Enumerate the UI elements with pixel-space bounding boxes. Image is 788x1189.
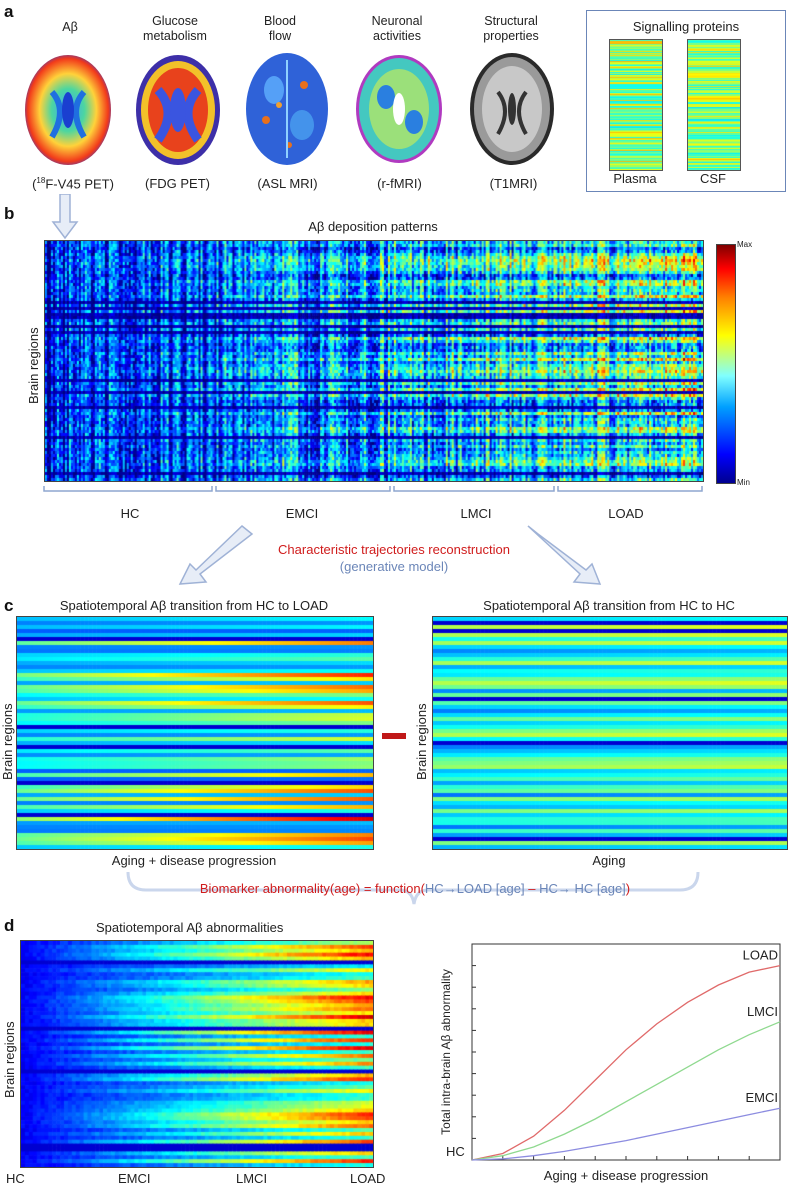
panel-d-heat-title: Spatiotemporal Aβ abnormalities — [96, 920, 284, 935]
panel-b-title: Aβ deposition patterns — [308, 219, 438, 234]
plasma-barcode — [610, 40, 662, 170]
chart-start-label: HC — [446, 1144, 465, 1159]
trajectory-reconstruction-title: Characteristic trajectories reconstructi… — [278, 542, 510, 557]
brain-image-abeta-pet — [22, 52, 114, 168]
modality-title-glucose: Glucose metabolism — [143, 14, 207, 43]
formula-bracket — [126, 871, 700, 905]
panel-d-xtick-load: LOAD — [350, 1171, 386, 1186]
panel-c-label: c — [4, 596, 14, 615]
brain-image-rfmri — [354, 52, 444, 166]
brain-image-asl-mri — [244, 50, 330, 168]
panel-c-right-ylabel: Brain regions — [414, 703, 429, 780]
chart-y-label: Total intra-brain Aβ abnormality — [439, 969, 453, 1135]
group-label-emci: EMCI — [285, 506, 319, 521]
colorbar-min-label: Min — [737, 478, 750, 487]
panel-c-left-title: Spatiotemporal Aβ transition from HC to … — [59, 598, 329, 613]
signalling-proteins-title: Signalling proteins — [632, 19, 740, 34]
series-line-lmci — [471, 1021, 781, 1161]
panel-c-right-xlabel: Aging — [592, 853, 626, 868]
modality-title-structural: Structural properties — [483, 14, 539, 43]
abeta-deposition-heatmap — [44, 240, 704, 482]
panel-d-xtick-lmci: LMCI — [236, 1171, 268, 1186]
panel-c-right-title: Spatiotemporal Aβ transition from HC to … — [483, 598, 735, 613]
modality-label-abeta: (18F-V45 PET) — [32, 176, 114, 192]
group-label-load: LOAD — [608, 506, 644, 521]
panel-a-label: a — [4, 2, 14, 21]
panel-d-xtick-hc: HC — [6, 1171, 25, 1186]
modality-label-asl: (ASL MRI) — [257, 176, 318, 191]
diagonal-arrows — [178, 525, 602, 585]
hc-to-hc-heatmap — [432, 616, 788, 850]
modality-label-rfmri: (r-fMRI) — [377, 176, 422, 191]
modality-title-neuronal: Neuronal activities — [371, 14, 423, 43]
series-label-lmci: LMCI — [747, 1004, 778, 1019]
abeta-abnormality-heatmap — [20, 940, 374, 1168]
biomarker-formula: Biomarker abnormality(age) = function(HC… — [199, 881, 631, 896]
modality-title-abeta: Aβ — [62, 20, 78, 34]
generative-model-subtitle: (generative model) — [339, 559, 449, 574]
plasma-label: Plasma — [613, 171, 657, 186]
series-label-load: LOAD — [743, 948, 778, 963]
signalling-proteins-box: Signalling proteins Plasma CSF — [586, 10, 786, 192]
csf-barcode — [688, 40, 740, 170]
panel-c-left-xlabel: Aging + disease progression — [111, 853, 277, 868]
csf-label: CSF — [700, 171, 726, 186]
modality-title-bloodflow: Blood flow — [264, 14, 296, 43]
group-label-hc: HC — [120, 506, 140, 521]
panel-b-label: b — [4, 204, 15, 223]
colorbar-max-label: Max — [737, 240, 753, 249]
panel-d-ylabel: Brain regions — [2, 1021, 17, 1098]
down-arrow-icon — [51, 194, 79, 240]
series-line-load — [471, 964, 781, 1161]
brain-image-fdg-pet — [134, 52, 222, 168]
panel-b-ylabel: Brain regions — [26, 327, 41, 404]
colorbar — [716, 244, 736, 484]
panel-d-label: d — [4, 916, 15, 935]
panel-d-xtick-emci: EMCI — [118, 1171, 151, 1186]
group-braces — [43, 486, 703, 492]
hc-to-load-heatmap — [16, 616, 374, 850]
series-label-emci: EMCI — [746, 1090, 779, 1105]
group-label-lmci: LMCI — [460, 506, 492, 521]
brain-image-t1mri — [468, 50, 556, 168]
modality-label-t1mri: (T1MRI) — [489, 176, 538, 191]
modality-label-fdg: (FDG PET) — [145, 176, 210, 191]
abnormality-line-chart: Aging + disease progression Total intra-b… — [439, 943, 781, 1183]
chart-x-label: Aging + disease progression — [544, 1168, 708, 1183]
chart-plot-frame — [471, 943, 781, 1161]
series-line-emci — [471, 1107, 781, 1161]
panel-c-left-ylabel: Brain regions — [0, 703, 15, 780]
minus-sign-icon — [382, 733, 406, 739]
